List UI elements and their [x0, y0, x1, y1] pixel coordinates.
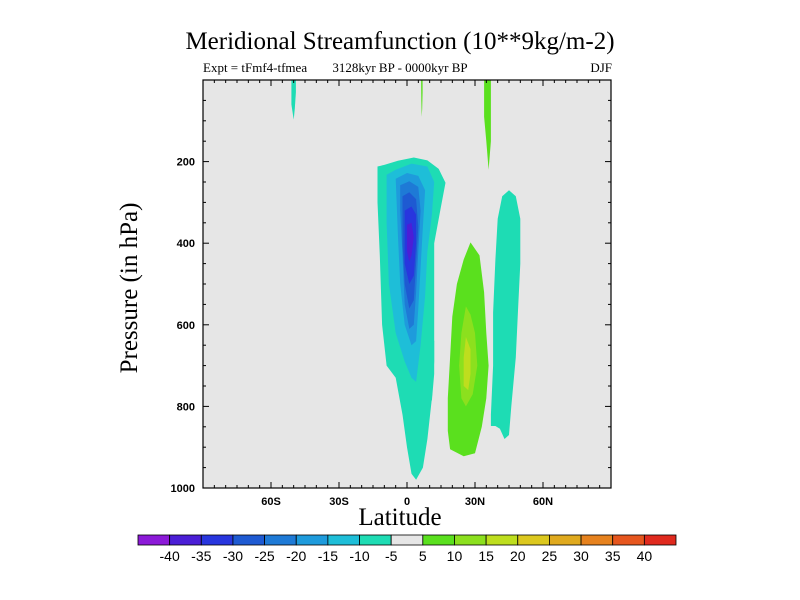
colorbar-label: 20	[510, 548, 526, 564]
colorbar-swatch	[454, 534, 487, 546]
colorbar-label: -40	[160, 548, 180, 564]
colorbar: -40 -35 -30 -25 -20 -15 -10 -5 5 10 15 20 25 30 35 40	[137, 534, 677, 564]
y-tick-label: 200	[177, 157, 195, 169]
x-tick-label: 60S	[261, 496, 281, 508]
colorbar-swatch	[232, 534, 265, 546]
colorbar-label: 40	[637, 548, 653, 564]
colorbar-swatch	[295, 534, 329, 546]
plot-frame	[202, 79, 612, 489]
time-range-label: 3128kyr BP - 0000kyr BP	[332, 60, 468, 75]
colorbar-label: 25	[542, 548, 558, 564]
colorbar-swatch	[517, 534, 550, 546]
colorbar-label: 35	[605, 548, 621, 564]
colorbar-swatch	[549, 534, 582, 546]
tick-layer: 60S 30S 0 30N 60N 200 400 600 800 1000	[171, 80, 611, 508]
chart-title: Meridional Streamfunction (10**9kg/m-2)	[185, 28, 615, 55]
cell-15-bottom	[463, 337, 471, 391]
x-tick-label: 30N	[465, 496, 485, 508]
x-axis-label: Latitude	[358, 504, 442, 531]
colorbar-swatch	[327, 534, 360, 546]
colorbar-label: -5	[385, 548, 398, 564]
colorbar-label: -15	[318, 548, 338, 564]
contour-layer	[291, 80, 521, 480]
colorbar-swatch	[580, 534, 614, 546]
cell-5-top-right	[484, 80, 491, 170]
colorbar-label: 30	[573, 548, 589, 564]
colorbar-label: 5	[419, 548, 427, 564]
colorbar-swatch	[390, 534, 424, 546]
colorbar-label: 15	[478, 548, 494, 564]
colorbar-label: -25	[254, 548, 274, 564]
colorbar-swatch	[612, 534, 645, 546]
x-tick-label: 60N	[533, 496, 553, 508]
cell-minus5-strip	[425, 324, 435, 405]
colorbar-label: -35	[191, 548, 211, 564]
colorbar-swatch	[169, 534, 202, 546]
colorbar-label: -20	[286, 548, 306, 564]
y-tick-label: 800	[177, 401, 195, 413]
colorbar-swatch	[200, 534, 234, 546]
y-tick-label: 1000	[171, 483, 195, 495]
x-tick-label: 30S	[329, 496, 349, 508]
x-tick-label: 0	[404, 496, 410, 508]
colorbar-swatch	[643, 534, 677, 546]
colorbar-label: 10	[447, 548, 463, 564]
cell-5-top-center	[421, 80, 423, 117]
cell-minus35	[407, 222, 414, 262]
colorbar-label: -30	[223, 548, 243, 564]
colorbar-swatch	[422, 534, 455, 546]
cell-minus5-right	[490, 190, 521, 439]
y-tick-label: 600	[177, 320, 195, 332]
colorbar-swatch	[485, 534, 519, 546]
colorbar-label: -10	[349, 548, 369, 564]
y-tick-label: 400	[177, 238, 195, 250]
colorbar-swatch	[359, 534, 392, 546]
season-label: DJF	[590, 60, 612, 75]
experiment-label: Expt = tFmf4-tfmea	[203, 60, 308, 75]
cell-minus5-top-left	[291, 80, 296, 120]
colorbar-swatch	[137, 534, 171, 546]
colorbar-swatch	[264, 534, 297, 546]
